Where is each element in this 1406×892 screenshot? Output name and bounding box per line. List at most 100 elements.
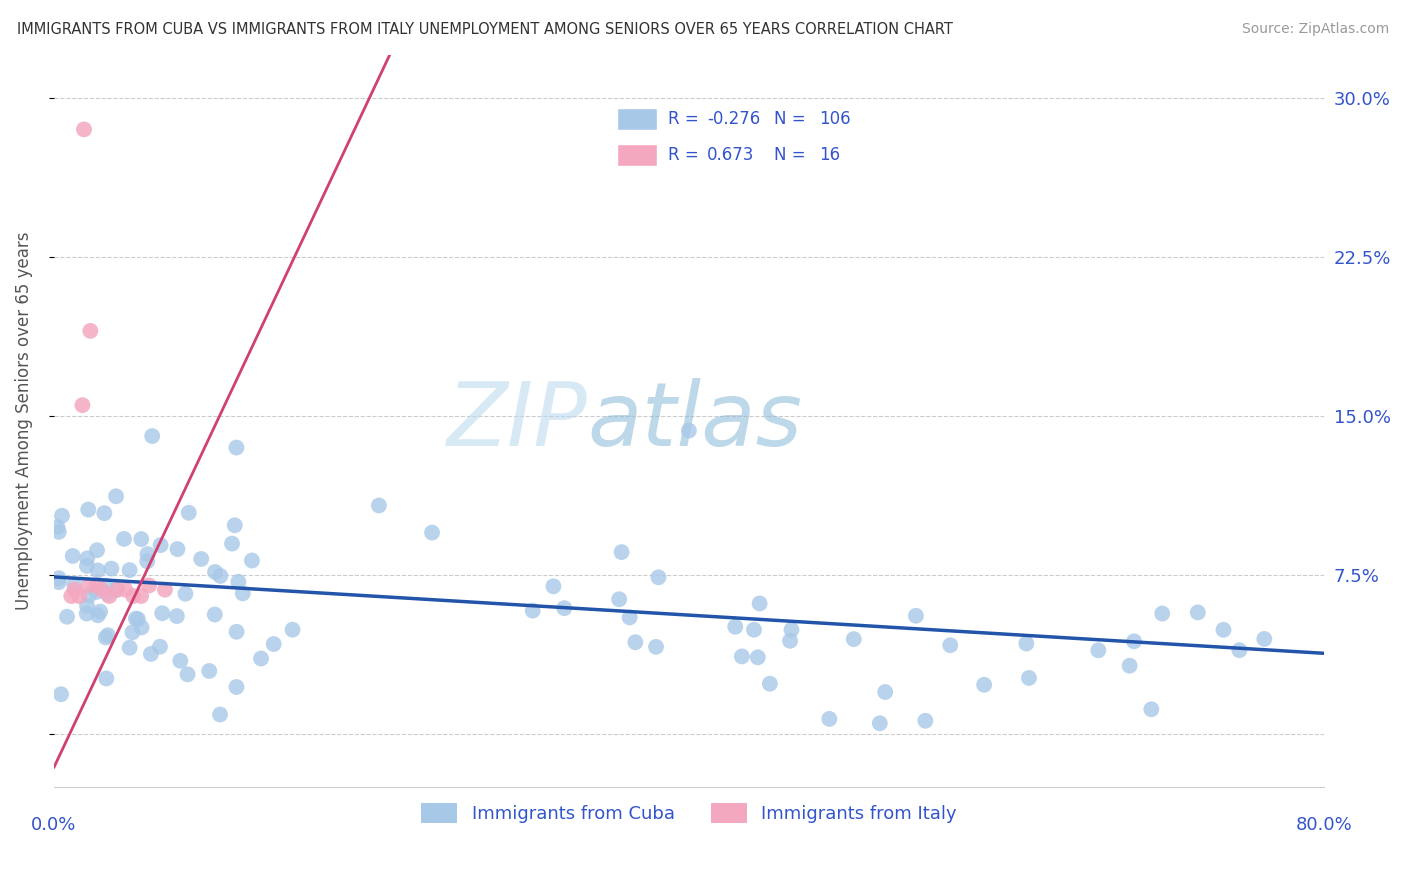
- Point: [86, 578, 108, 592]
- Point: [1187, 606, 1209, 620]
- Point: [742, 623, 765, 637]
- Point: [522, 604, 544, 618]
- Point: [87, 608, 110, 623]
- Point: [780, 623, 803, 637]
- Point: [225, 680, 247, 694]
- Point: [232, 586, 254, 600]
- Point: [77, 588, 100, 602]
- Point: [150, 606, 173, 620]
- Point: [1018, 671, 1040, 685]
- Point: [127, 612, 149, 626]
- Point: [619, 610, 641, 624]
- Point: [939, 638, 962, 652]
- Point: [114, 582, 136, 597]
- Point: [122, 589, 145, 603]
- Point: [98, 589, 121, 603]
- Point: [153, 582, 176, 597]
- Point: [914, 714, 936, 728]
- Point: [224, 518, 246, 533]
- Point: [48, 571, 70, 585]
- Point: [263, 637, 285, 651]
- Point: [169, 654, 191, 668]
- Point: [250, 651, 273, 665]
- Point: [112, 532, 135, 546]
- Point: [759, 676, 782, 690]
- Point: [97, 628, 120, 642]
- Point: [221, 536, 243, 550]
- Point: [56, 609, 79, 624]
- Point: [869, 716, 891, 731]
- Point: [174, 587, 197, 601]
- Point: [149, 538, 172, 552]
- Point: [166, 542, 188, 557]
- Point: [89, 605, 111, 619]
- Point: [678, 424, 700, 438]
- Point: [136, 554, 159, 568]
- Point: [49, 687, 72, 701]
- Point: [198, 664, 221, 678]
- Point: [131, 620, 153, 634]
- Point: [118, 563, 141, 577]
- Point: [48, 575, 70, 590]
- Point: [105, 582, 128, 597]
- Point: [73, 122, 96, 136]
- Point: [208, 707, 231, 722]
- Point: [139, 647, 162, 661]
- Point: [94, 579, 117, 593]
- Point: [748, 597, 770, 611]
- Point: [76, 551, 98, 566]
- Text: ZIP: ZIP: [447, 378, 588, 464]
- Point: [63, 582, 86, 597]
- Point: [1140, 702, 1163, 716]
- Point: [79, 324, 101, 338]
- Point: [129, 532, 152, 546]
- Point: [96, 672, 118, 686]
- Point: [176, 667, 198, 681]
- Y-axis label: Unemployment Among Seniors over 65 years: Unemployment Among Seniors over 65 years: [15, 232, 32, 610]
- Point: [86, 563, 108, 577]
- Legend: Immigrants from Cuba, Immigrants from Italy: Immigrants from Cuba, Immigrants from It…: [413, 796, 965, 830]
- Point: [141, 429, 163, 443]
- Point: [60, 589, 83, 603]
- Text: Source: ZipAtlas.com: Source: ZipAtlas.com: [1241, 22, 1389, 37]
- Point: [105, 582, 128, 597]
- Point: [177, 506, 200, 520]
- Point: [1152, 607, 1174, 621]
- Point: [138, 578, 160, 592]
- Point: [51, 508, 73, 523]
- Point: [190, 552, 212, 566]
- Point: [77, 502, 100, 516]
- Point: [72, 398, 94, 412]
- Point: [228, 574, 250, 589]
- Point: [281, 623, 304, 637]
- Point: [118, 640, 141, 655]
- Point: [149, 640, 172, 654]
- Point: [76, 607, 98, 621]
- Point: [86, 543, 108, 558]
- Point: [1123, 634, 1146, 648]
- Point: [46, 520, 69, 534]
- Point: [63, 577, 86, 591]
- Text: 80.0%: 80.0%: [1295, 816, 1353, 834]
- Point: [76, 599, 98, 613]
- Point: [166, 609, 188, 624]
- Point: [96, 587, 118, 601]
- Point: [543, 579, 565, 593]
- Point: [240, 553, 263, 567]
- Point: [48, 524, 70, 539]
- Point: [125, 612, 148, 626]
- Point: [77, 578, 100, 592]
- Point: [647, 570, 669, 584]
- Point: [1118, 658, 1140, 673]
- Point: [779, 633, 801, 648]
- Point: [1227, 643, 1250, 657]
- Point: [904, 608, 927, 623]
- Point: [67, 589, 90, 603]
- Point: [76, 558, 98, 573]
- Point: [731, 649, 754, 664]
- Text: 0.0%: 0.0%: [31, 816, 76, 834]
- Point: [1253, 632, 1275, 646]
- Point: [420, 525, 443, 540]
- Point: [1015, 636, 1038, 650]
- Point: [204, 607, 226, 622]
